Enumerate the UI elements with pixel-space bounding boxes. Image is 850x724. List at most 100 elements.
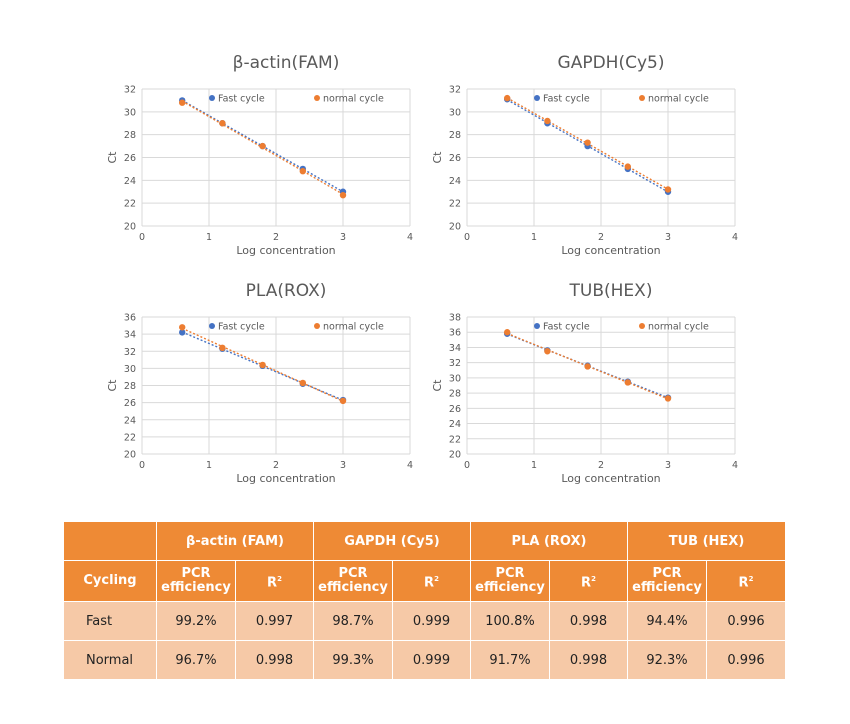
x-tick-label: 3 xyxy=(665,460,671,471)
y-tick-label: 30 xyxy=(124,364,136,375)
pcr-label-line1: PCR xyxy=(652,566,682,581)
chart-title: TUB(HEX) xyxy=(569,281,653,301)
table-header-r2: R2 xyxy=(392,560,471,602)
table-cell: 92.3% xyxy=(627,640,707,680)
y-tick-label: 26 xyxy=(449,404,461,415)
pcr-label-line1: PCR xyxy=(181,566,211,581)
data-point xyxy=(299,379,306,387)
table-cell: 96.7% xyxy=(156,640,236,680)
data-point xyxy=(584,363,591,370)
legend-label: normal cycle xyxy=(323,94,384,105)
x-tick-label: 1 xyxy=(206,232,212,243)
table-header-pcr-efficiency: PCR efficiency xyxy=(313,560,393,602)
chart-title: β-actin(FAM) xyxy=(233,53,340,73)
y-tick-label: 36 xyxy=(449,328,461,339)
y-tick-label: 20 xyxy=(124,222,136,233)
table-cell: 91.7% xyxy=(470,640,550,680)
table-header-row-genes: β-actin (FAM) GAPDH (Cy5) PLA (ROX) TUB … xyxy=(63,521,786,561)
data-point xyxy=(339,191,347,199)
legend-marker xyxy=(534,95,540,101)
data-point xyxy=(179,99,186,106)
data-point xyxy=(259,361,266,369)
table-cell: 99.2% xyxy=(156,601,236,641)
table-cell: 94.4% xyxy=(627,601,707,641)
legend-marker xyxy=(534,323,540,329)
x-tick-label: 2 xyxy=(273,232,279,243)
data-point xyxy=(624,163,631,170)
table-header-r2: R2 xyxy=(235,560,314,602)
table-cell: 0.996 xyxy=(706,640,786,680)
table-header-r2: R2 xyxy=(549,560,628,602)
chart-pla: PLA(ROX) 20 22 24 26 28 30 32 34 36 0 1 2 3 4 Log conce… xyxy=(100,268,430,498)
chart-title: PLA(ROX) xyxy=(246,281,327,301)
table-header-tub: TUB (HEX) xyxy=(627,521,786,561)
y-tick-label: 36 xyxy=(124,313,136,324)
data-point xyxy=(584,139,591,146)
x-tick-label: 3 xyxy=(340,460,346,471)
y-axis-label: Ct xyxy=(106,151,119,164)
legend-marker xyxy=(209,323,215,329)
chart-svg: β-actin(FAM) 20 22 24 26 28 30 32 0 1 2 3 4 Log conce… xyxy=(106,53,413,257)
pcr-label-line2: efficiency xyxy=(475,580,545,595)
y-tick-label: 32 xyxy=(449,358,461,369)
y-tick-label: 22 xyxy=(124,432,136,443)
x-tick-label: 3 xyxy=(340,232,346,243)
data-point xyxy=(544,348,551,355)
table-row-normal: Normal 96.7% 0.998 99.3% 0.999 91.7% 0.9… xyxy=(63,640,786,680)
row-label-normal: Normal xyxy=(63,640,157,680)
table-header-r2: R2 xyxy=(706,560,786,602)
x-tick-label: 2 xyxy=(598,460,604,471)
pcr-label-line2: efficiency xyxy=(632,580,702,595)
legend-label: Fast cycle xyxy=(218,322,265,333)
y-tick-label: 28 xyxy=(124,130,136,141)
data-point xyxy=(299,168,306,175)
results-table: β-actin (FAM) GAPDH (Cy5) PLA (ROX) TUB … xyxy=(63,521,786,680)
legend-marker xyxy=(314,95,320,101)
y-tick-label: 22 xyxy=(124,199,136,210)
y-tick-label: 28 xyxy=(449,389,461,400)
x-tick-label: 1 xyxy=(206,460,212,471)
y-tick-label: 32 xyxy=(124,347,136,358)
y-tick-label: 26 xyxy=(124,153,136,164)
table-cell: 98.7% xyxy=(313,601,393,641)
table-header-gapdh: GAPDH (Cy5) xyxy=(313,521,471,561)
y-tick-label: 22 xyxy=(449,434,461,445)
table-cell: 0.998 xyxy=(549,601,628,641)
pcr-label-line1: PCR xyxy=(495,566,525,581)
y-tick-label: 24 xyxy=(449,176,461,187)
y-tick-label: 26 xyxy=(124,398,136,409)
y-tick-label: 26 xyxy=(449,153,461,164)
row-label-fast: Fast xyxy=(63,601,157,641)
trendline xyxy=(506,332,669,400)
table-header-row-metrics: Cycling PCR efficiency R2 PCR efficiency R… xyxy=(63,560,786,602)
y-axis-label: Ct xyxy=(431,379,444,392)
y-tick-label: 38 xyxy=(449,313,461,324)
table-cell: 0.999 xyxy=(392,601,471,641)
y-tick-label: 28 xyxy=(124,381,136,392)
y-tick-label: 30 xyxy=(449,107,461,118)
y-tick-label: 24 xyxy=(124,176,136,187)
x-tick-label: 1 xyxy=(531,460,537,471)
table-cell: 0.996 xyxy=(706,601,786,641)
legend-label: normal cycle xyxy=(648,322,709,333)
data-point xyxy=(664,395,672,402)
x-tick-label: 4 xyxy=(407,460,413,471)
data-point xyxy=(339,397,347,405)
table-cell: 0.997 xyxy=(235,601,314,641)
r2-label: R xyxy=(267,575,278,591)
x-tick-label: 1 xyxy=(531,232,537,243)
r2-label: R xyxy=(581,575,592,591)
legend-marker xyxy=(209,95,215,101)
y-tick-label: 34 xyxy=(124,330,136,341)
x-tick-label: 2 xyxy=(598,232,604,243)
x-tick-label: 0 xyxy=(139,460,145,471)
data-point xyxy=(504,329,511,336)
results-table-wrap: β-actin (FAM) GAPDH (Cy5) PLA (ROX) TUB … xyxy=(63,521,786,680)
y-tick-label: 32 xyxy=(449,85,461,96)
trendline xyxy=(181,331,344,401)
x-tick-label: 0 xyxy=(464,232,470,243)
data-point xyxy=(624,379,631,386)
chart-tub: TUB(HEX) 20 22 24 26 28 30 32 34 36 38 0 1 2 3 4 Log con… xyxy=(425,268,755,498)
